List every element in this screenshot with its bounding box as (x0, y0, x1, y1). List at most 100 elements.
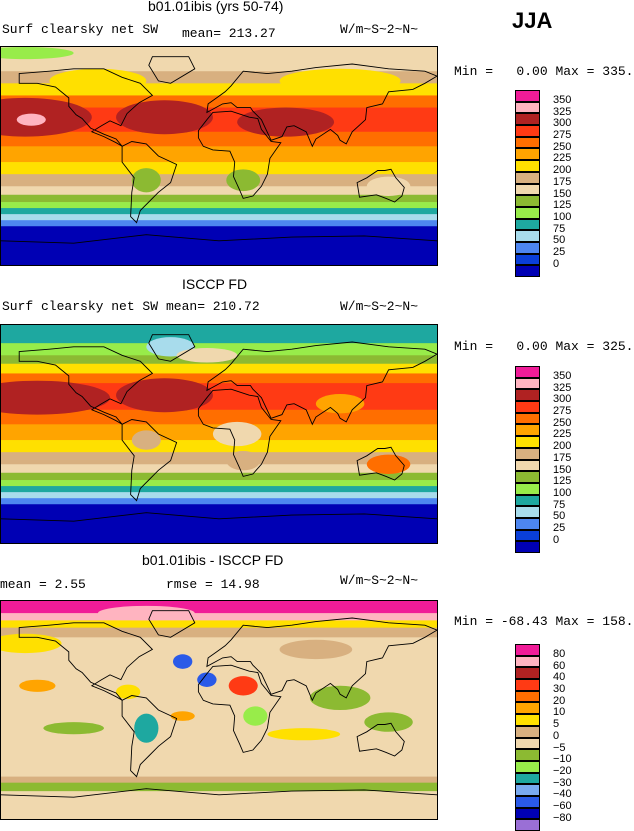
legend-level-label: 50 (553, 510, 566, 523)
panel-3-map-svg (1, 601, 437, 819)
coastline-australia (356, 446, 405, 481)
field-band-8 (1, 162, 437, 175)
coastline-australia (356, 722, 405, 757)
legend-level-label: 150 (553, 187, 572, 200)
field-region-13 (170, 711, 195, 721)
legend-level-label: 30 (553, 683, 566, 696)
legend-level-label: 325 (553, 105, 572, 118)
legend-level-label: 25 (553, 245, 566, 258)
legend-level-label: 20 (553, 694, 566, 707)
field-region-5 (131, 430, 161, 450)
coastline-greenland (148, 610, 196, 638)
field-band-14 (1, 492, 437, 499)
field-band-16 (1, 504, 437, 543)
field-band-7 (1, 146, 437, 163)
coastline-north-america (18, 346, 154, 425)
panel-2-max-label: Max = (555, 339, 595, 354)
legend-swatch (515, 714, 540, 726)
panel-1-max-label: Max = (555, 64, 595, 79)
field-band-4 (1, 373, 437, 384)
legend-swatch (515, 183, 540, 196)
field-region-14 (97, 605, 195, 621)
panel-2-max-value: 325.96 (602, 339, 634, 354)
panel-1-map (0, 46, 438, 266)
coastline-antarctica-line (1, 788, 437, 798)
field-band-11 (1, 472, 437, 481)
panel-3-units: W/m~S~2~N~ (340, 573, 419, 588)
legend-swatch (515, 241, 540, 254)
legend-swatch (515, 125, 540, 137)
coastline-antarctica-line (1, 512, 437, 522)
panel-1-mean-label: mean= 213.27 (182, 26, 276, 41)
field-band-14 (1, 214, 437, 221)
legend-swatch (515, 377, 540, 390)
field-band-2 (1, 620, 437, 629)
legend-level-label: 300 (553, 393, 572, 406)
field-band-6 (1, 131, 437, 147)
legend-level-label: −5 (553, 741, 566, 754)
coastline-africa (197, 388, 282, 477)
legend-level-label: 175 (553, 451, 572, 464)
legend-swatch (515, 679, 540, 691)
coastline-south-america (121, 141, 178, 224)
legend-swatch (515, 702, 540, 715)
legend-level-label: 75 (553, 222, 566, 235)
legend-level-label: 175 (553, 175, 572, 188)
field-band-1 (1, 59, 437, 72)
field-region-12 (43, 722, 104, 735)
field-band-3 (1, 363, 437, 374)
legend-swatch (515, 412, 540, 425)
legend-swatch (515, 506, 540, 518)
legend-level-label: 250 (553, 140, 572, 153)
field-region-4 (228, 676, 258, 696)
panel-1-min-value: 0.00 (516, 64, 548, 79)
legend-swatch (515, 253, 540, 266)
panel-3-max-value: 158.83 (602, 614, 634, 629)
field-region-3 (176, 348, 238, 363)
field-band-11 (1, 194, 437, 203)
legend-level-label: 125 (553, 199, 572, 212)
legend-swatch (515, 655, 540, 668)
legend-level-label: 350 (553, 94, 572, 106)
legend-level-label: −40 (553, 788, 572, 801)
legend-level-label: 200 (553, 164, 572, 177)
legend-level-label: 60 (553, 659, 566, 672)
panel-3-map (0, 600, 438, 820)
panel-3-title: b01.01ibis - ISCCP FD (142, 552, 284, 568)
field-band-13 (1, 208, 437, 215)
panel-3-min-label: Min = (454, 614, 494, 629)
coastline-north-america (18, 68, 154, 147)
field-region-4 (49, 68, 147, 94)
coastline-australia (356, 168, 405, 203)
panel-1-title: b01.01ibis (yrs 50-74) (148, 0, 284, 14)
legend-level-label: 0 (553, 257, 560, 270)
panel-3-mean-label: mean = 2.55 (0, 577, 86, 592)
field-region-3 (364, 712, 413, 732)
legend-swatch (515, 113, 540, 126)
legend-swatch (515, 541, 540, 553)
legend-swatch (515, 90, 540, 102)
field-band-10 (1, 464, 437, 474)
field-band-10 (1, 186, 437, 196)
legend-level-label: 225 (553, 428, 572, 441)
legend-swatch (515, 265, 540, 277)
field-band-13 (1, 486, 437, 493)
coastline-south-america (121, 695, 178, 778)
field-band-8 (1, 440, 437, 453)
legend-level-label: 50 (553, 234, 566, 247)
legend-swatch (515, 517, 540, 530)
legend-swatch (515, 644, 540, 656)
legend-swatch (515, 772, 540, 785)
legend-swatch (515, 447, 540, 460)
field-region-7 (134, 713, 159, 743)
legend-level-label: 40 (553, 671, 566, 684)
legend-level-label: 100 (553, 210, 572, 223)
field-region-2 (16, 113, 46, 126)
coastline-eurasia (206, 617, 437, 702)
coastline-africa (197, 110, 282, 199)
legend-level-label: 5 (553, 718, 560, 731)
field-band-0 (1, 325, 437, 344)
legend-swatch (515, 529, 540, 542)
field-region-7 (226, 169, 261, 192)
legend-level-label: 200 (553, 440, 572, 453)
